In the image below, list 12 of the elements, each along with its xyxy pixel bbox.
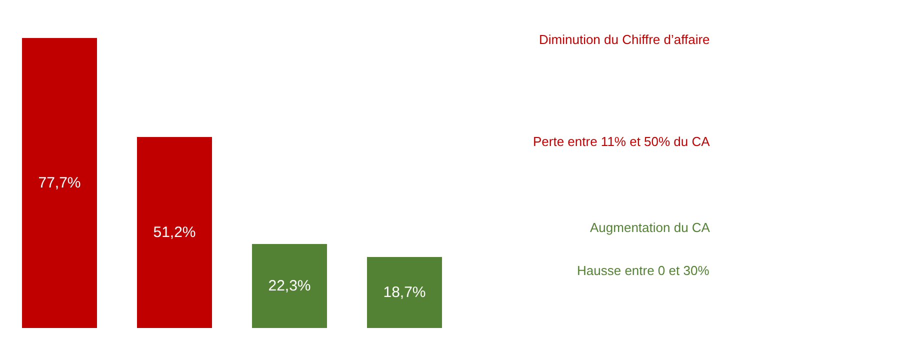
text: Hausse entre 0 et 30%: [577, 263, 710, 278]
data-label: 18,7%: [383, 284, 426, 301]
text: Diminution du Chiffre d’affaire: [539, 32, 710, 47]
text: Augmentation du CA: [590, 220, 710, 235]
data-label: 22,3%: [268, 278, 311, 294]
bar: [367, 257, 442, 328]
bar: [137, 137, 212, 328]
text: Perte entre 11% et 50% du CA: [533, 134, 710, 149]
data-label: 77,7%: [38, 174, 81, 192]
bar: [252, 244, 327, 328]
data-label: 51,2%: [153, 224, 196, 241]
bar: [22, 38, 97, 328]
